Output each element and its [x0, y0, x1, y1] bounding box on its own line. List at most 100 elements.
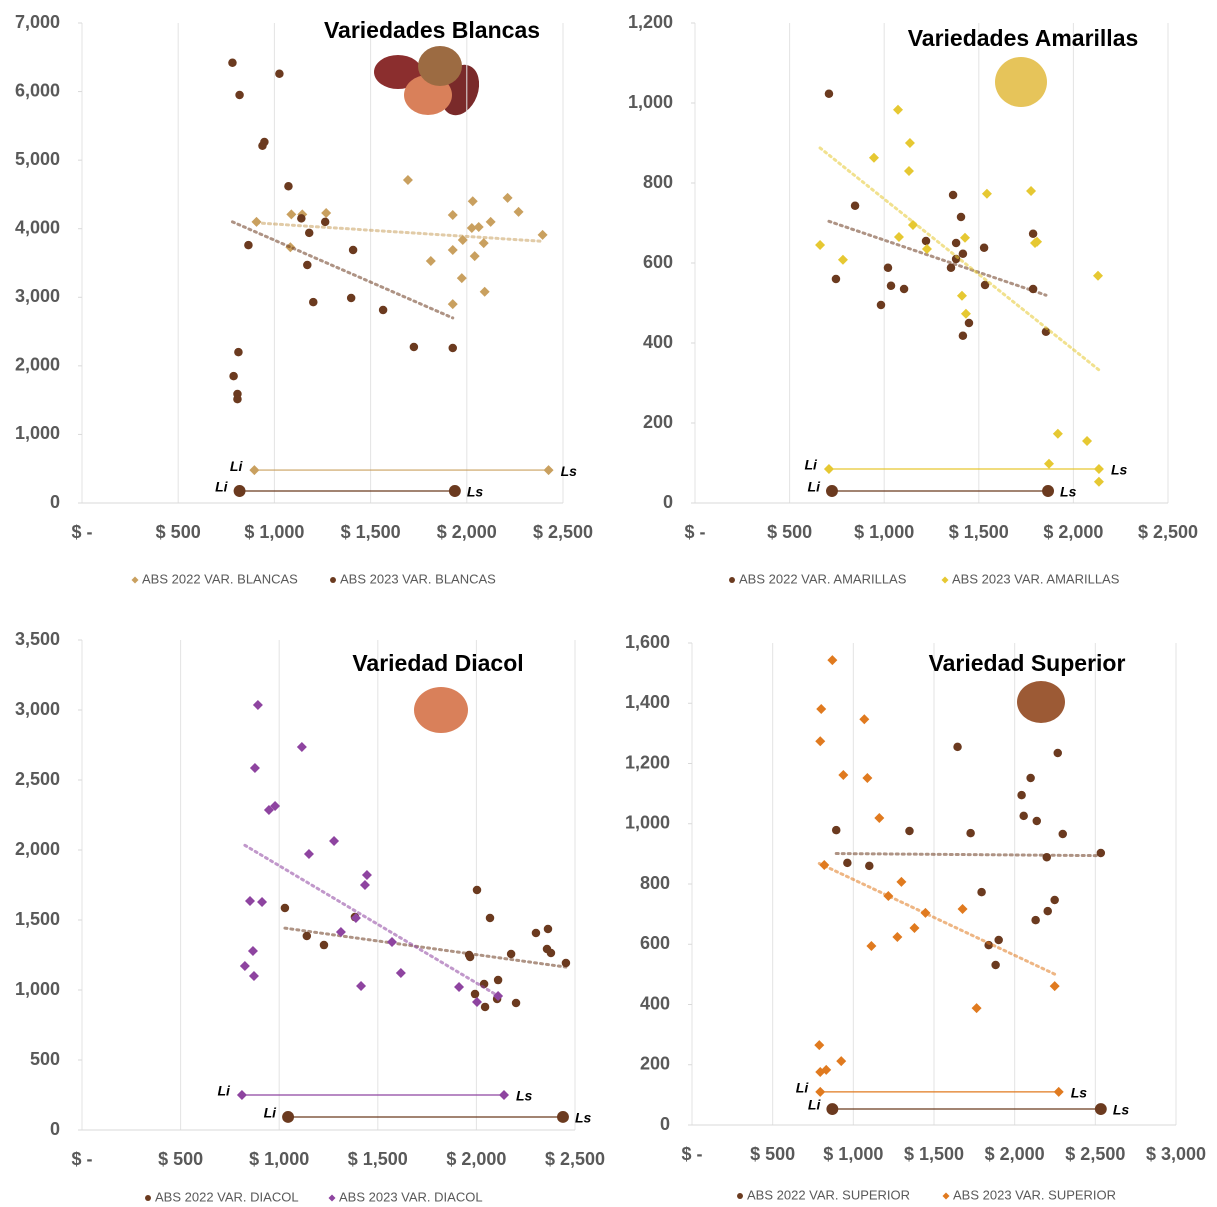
y-tick-label: 1,500	[15, 909, 60, 929]
data-point	[827, 655, 838, 666]
data-point	[561, 958, 571, 968]
data-point	[1017, 790, 1026, 800]
legend-label: ABS 2022 VAR. SUPERIOR	[747, 1187, 910, 1202]
data-point	[909, 922, 920, 933]
y-tick-label: 7,000	[15, 12, 60, 32]
data-point	[958, 249, 968, 259]
data-point	[447, 210, 458, 220]
data-point	[235, 90, 244, 100]
data-point	[252, 699, 263, 710]
range-label: Ls	[467, 484, 484, 500]
data-point	[977, 887, 986, 897]
data-point	[1043, 458, 1054, 469]
data-point	[904, 138, 915, 148]
range-label: Ls	[1113, 1102, 1130, 1118]
data-point	[378, 305, 388, 315]
data-point	[478, 238, 489, 249]
potato-icon	[995, 57, 1047, 107]
chart-title: Variedad Diacol	[352, 650, 523, 676]
range-label: Li	[215, 479, 229, 495]
data-point	[249, 762, 260, 773]
range-end	[1042, 485, 1054, 497]
data-point	[1032, 236, 1043, 247]
legend-label: ABS 2022 VAR. AMARILLAS	[739, 571, 907, 586]
legend-marker	[941, 576, 949, 584]
x-tick-label: $ 500	[156, 522, 201, 542]
data-point	[815, 240, 826, 250]
data-point	[859, 714, 870, 725]
data-point	[244, 240, 253, 250]
data-point	[303, 260, 312, 270]
data-point	[865, 861, 874, 871]
data-point	[876, 300, 886, 310]
data-point	[883, 891, 894, 902]
data-point	[296, 741, 307, 752]
data-point	[920, 907, 931, 918]
range-end	[499, 1090, 510, 1100]
data-point	[815, 1066, 826, 1077]
range-label: Ls	[516, 1088, 533, 1104]
data-point	[228, 58, 237, 68]
legend-marker	[737, 1193, 743, 1199]
data-point	[1093, 476, 1104, 487]
data-point	[1026, 186, 1037, 196]
data-point	[448, 343, 458, 353]
x-tick-label: $ 500	[750, 1144, 795, 1164]
data-point	[899, 284, 909, 294]
range-label: Li	[805, 457, 819, 473]
legend-marker	[729, 577, 735, 583]
data-point	[960, 308, 971, 319]
data-point	[819, 860, 830, 871]
chart-title: Variedad Superior	[929, 650, 1126, 676]
x-tick-label: $ -	[71, 522, 92, 542]
y-tick-label: 400	[643, 332, 673, 352]
data-point	[457, 235, 468, 246]
data-point	[359, 880, 370, 890]
y-tick-label: 1,000	[15, 979, 60, 999]
data-point	[456, 273, 467, 284]
range-start	[233, 485, 246, 497]
data-point	[321, 207, 332, 218]
x-tick-label: $ 500	[158, 1149, 203, 1169]
y-tick-label: 1,400	[625, 692, 670, 712]
legend-label: ABS 2022 VAR. DIACOL	[155, 1189, 299, 1204]
range-start	[826, 485, 838, 497]
range-label: Ls	[1071, 1085, 1088, 1101]
chart-title: Variedades Amarillas	[908, 25, 1139, 51]
data-point	[260, 137, 269, 147]
y-tick-label: 3,000	[15, 286, 60, 306]
chart-title: Variedades Blancas	[324, 17, 540, 43]
data-point	[921, 236, 931, 246]
data-point	[903, 166, 914, 176]
data-point	[493, 991, 504, 1002]
potato-icon	[414, 687, 468, 733]
data-point	[946, 263, 956, 273]
range-end	[1094, 1103, 1107, 1115]
data-point	[257, 896, 268, 907]
data-point	[537, 229, 548, 240]
data-point	[907, 220, 918, 230]
data-point	[280, 903, 290, 913]
data-point	[297, 214, 306, 223]
range-start	[826, 1103, 839, 1115]
x-tick-label: $ -	[684, 522, 705, 542]
data-point	[386, 936, 397, 947]
data-point	[956, 212, 966, 222]
data-point	[531, 928, 541, 938]
y-tick-label: 800	[643, 172, 673, 192]
data-point	[309, 297, 318, 307]
x-tick-label: $ 2,500	[1065, 1144, 1125, 1164]
data-point	[1082, 436, 1093, 446]
data-point	[862, 772, 873, 783]
range-label: Ls	[1111, 462, 1128, 478]
data-point	[994, 935, 1003, 945]
range-label: Li	[796, 1080, 810, 1096]
trend-line	[230, 220, 455, 320]
data-point	[361, 870, 372, 881]
data-point	[245, 895, 256, 906]
data-point	[959, 232, 970, 243]
data-point	[948, 190, 958, 200]
data-point	[233, 394, 242, 404]
data-point	[979, 243, 989, 253]
